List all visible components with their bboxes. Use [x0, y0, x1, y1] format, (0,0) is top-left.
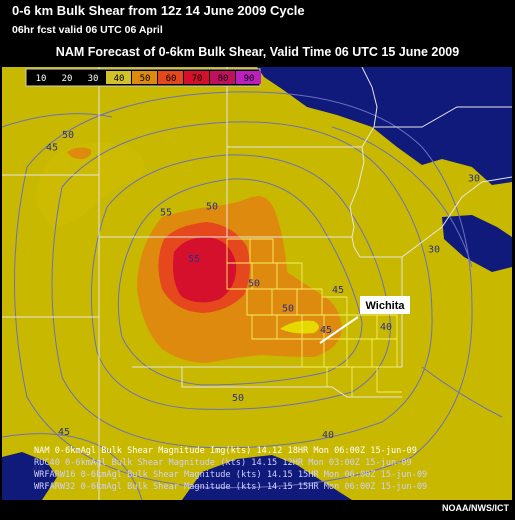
wichita-pointer: [319, 316, 359, 344]
legend-label: 20: [62, 74, 73, 84]
county-grid: [226, 238, 402, 397]
data-overlay-block: NAM 0-6kmAgl Bulk Shear Magnitude Img(kt…: [34, 446, 427, 492]
contour-label: 55: [188, 254, 200, 265]
contour-label: 45: [46, 143, 58, 154]
legend-label: 40: [114, 74, 125, 84]
state-boundaries: [2, 67, 512, 500]
legend-swatch: [158, 71, 183, 84]
product-title: 0-6 km Bulk Shear from 12z 14 June 2009 …: [12, 3, 305, 18]
contour-label: 40: [32, 464, 44, 475]
legend-swatch: [210, 71, 235, 84]
legend-swatch: [54, 71, 79, 84]
data-overlay-line: WRFARW16 0-6kmAgl Bulk Shear Magnitude (…: [34, 470, 427, 480]
shear-45-spot: [280, 320, 319, 334]
wichita-label[interactable]: Wichita: [365, 300, 405, 312]
map-title: NAM Forecast of 0-6km Bulk Shear, Valid …: [55, 45, 460, 59]
contour-labels: 50 45 50 55 55 50 45 50 45 50 40 45 40 40 30 30: [32, 130, 480, 475]
wichita-label-box: [360, 296, 410, 314]
shear-30-region-north: [257, 67, 512, 185]
contour-label: 55: [160, 208, 172, 219]
legend-swatch: [132, 71, 157, 84]
contour-label: 45: [332, 285, 344, 296]
data-overlay-line: WRFARW32 0-6kmAgl Bulk Shear Magnitude (…: [34, 482, 427, 492]
contour-label: 50: [282, 303, 294, 314]
shear-30-region-southwest: [2, 452, 57, 500]
contour-label: 30: [468, 173, 480, 184]
shear-legend: 10 20 30 40 50 60 70 80 90: [25, 68, 261, 87]
contour-label: 30: [428, 245, 440, 256]
contour-label: 50: [248, 279, 260, 290]
legend-label: 80: [218, 74, 229, 84]
contour-label: 45: [58, 427, 70, 438]
legend-swatch: [80, 71, 105, 84]
contour-label: 50: [232, 393, 244, 404]
data-overlay-line: NAM 0-6kmAgl Bulk Shear Magnitude Img(kt…: [34, 446, 417, 456]
data-overlay-line: RUC40 0-6kmAgl Bulk Shear Magnitude (kts…: [34, 458, 412, 468]
contour-label: 50: [206, 201, 218, 212]
shear-45-band-west: [36, 142, 145, 227]
shear-70-core: [173, 237, 237, 303]
shear-30-region-east: [442, 215, 512, 272]
isotach-contours: [2, 91, 503, 500]
contour-label: 50: [62, 130, 74, 141]
legend-swatch: [106, 71, 131, 84]
legend-label: 50: [140, 74, 151, 84]
contour-label: 45: [320, 325, 332, 336]
contour-label: 40: [322, 430, 334, 441]
legend-swatch: [184, 71, 209, 84]
legend-label: 70: [192, 74, 203, 84]
shear-30-region-south: [182, 455, 352, 500]
legend-swatch: [28, 71, 53, 84]
credit-text: NOAA/NWS/ICT: [442, 503, 509, 513]
legend-label: 30: [88, 74, 99, 84]
shear-map[interactable]: Wichita 50 45 50 55 55 50 45 50 45 50 40 45 40 40 30 30…: [2, 67, 512, 500]
forecast-valid-text: 06hr fcst valid 06 UTC 06 April: [12, 24, 163, 36]
shear-50-spot-west: [67, 147, 92, 160]
legend-swatch: [236, 71, 261, 84]
contour-label: 40: [380, 322, 392, 333]
legend-label: 60: [166, 74, 177, 84]
legend-label: 10: [36, 74, 47, 84]
legend-label: 90: [244, 74, 255, 84]
